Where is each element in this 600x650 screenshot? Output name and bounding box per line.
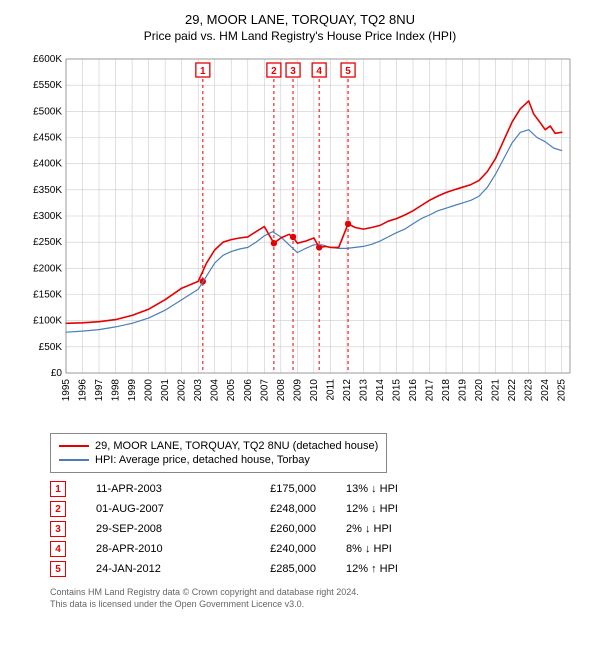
x-tick-label: 1997 [94, 379, 105, 402]
y-tick-label: £200K [33, 263, 62, 274]
sale-row: 5 24-JAN-2012 £285,000 12% ↑ HPI [50, 561, 580, 577]
legend: 29, MOOR LANE, TORQUAY, TQ2 8NU (detache… [50, 433, 387, 473]
sale-date: 29-SEP-2008 [96, 523, 206, 535]
y-tick-label: £250K [33, 237, 62, 248]
footer: Contains HM Land Registry data © Crown c… [50, 587, 580, 610]
sale-row: 2 01-AUG-2007 £248,000 12% ↓ HPI [50, 501, 580, 517]
sale-marker-label: 1 [200, 66, 206, 77]
x-tick-label: 1999 [127, 379, 138, 402]
y-tick-label: £550K [33, 80, 62, 91]
x-tick-label: 2001 [160, 379, 171, 402]
sale-diff: 12% ↓ HPI [346, 503, 436, 515]
x-tick-label: 2005 [226, 379, 237, 402]
sale-price: £240,000 [236, 543, 316, 555]
footer-line-2: This data is licensed under the Open Gov… [50, 599, 580, 611]
x-tick-label: 1995 [61, 379, 72, 402]
x-tick-label: 2022 [507, 379, 518, 402]
sale-marker-icon: 1 [50, 481, 66, 497]
x-tick-label: 2018 [441, 379, 452, 402]
x-tick-label: 2012 [342, 379, 353, 402]
x-tick-label: 1996 [78, 379, 89, 402]
y-tick-label: £300K [33, 211, 62, 222]
page-title: 29, MOOR LANE, TORQUAY, TQ2 8NU [10, 12, 590, 27]
x-tick-label: 2017 [425, 379, 436, 402]
y-tick-label: £50K [39, 342, 63, 353]
chart-svg: £0 £50K £100K £150K £200K £250K £300K £350K £400… [20, 53, 580, 413]
x-tick-label: 2007 [259, 379, 270, 402]
sale-date: 28-APR-2010 [96, 543, 206, 555]
y-tick-label: £150K [33, 290, 62, 301]
x-tick-label: 2011 [325, 379, 336, 401]
y-tick-label: £100K [33, 316, 62, 327]
sale-price: £175,000 [236, 483, 316, 495]
x-tick-label: 2015 [391, 379, 402, 402]
sales-table: 1 11-APR-2003 £175,000 13% ↓ HPI 2 01-AUG-200… [50, 481, 580, 577]
legend-swatch [59, 459, 89, 461]
sale-marker-icon: 2 [50, 501, 66, 517]
x-tick-label: 2020 [474, 379, 485, 402]
x-tick-label: 2000 [144, 379, 155, 402]
sale-price: £285,000 [236, 563, 316, 575]
x-tick-label: 2004 [210, 379, 221, 402]
x-tick-label: 2008 [276, 379, 287, 402]
sale-date: 11-APR-2003 [96, 483, 206, 495]
x-tick-label: 2021 [491, 379, 502, 402]
price-chart: £0 £50K £100K £150K £200K £250K £300K £350K £400… [20, 53, 580, 413]
legend-swatch [59, 445, 89, 447]
y-tick-label: £500K [33, 106, 62, 117]
sale-marker-label: 3 [290, 66, 296, 77]
sale-diff: 8% ↓ HPI [346, 543, 436, 555]
x-tick-label: 2016 [408, 379, 419, 402]
x-tick-label: 2024 [540, 379, 551, 402]
x-tick-label: 1998 [111, 379, 122, 402]
sale-marker-label: 2 [271, 66, 277, 77]
sale-date: 01-AUG-2007 [96, 503, 206, 515]
sale-marker-label: 5 [345, 66, 351, 77]
sale-marker-icon: 5 [50, 561, 66, 577]
sale-row: 3 29-SEP-2008 £260,000 2% ↓ HPI [50, 521, 580, 537]
legend-label: 29, MOOR LANE, TORQUAY, TQ2 8NU (detache… [95, 440, 378, 452]
y-tick-label: £600K [33, 54, 62, 65]
x-tick-label: 2019 [458, 379, 469, 402]
sale-row: 1 11-APR-2003 £175,000 13% ↓ HPI [50, 481, 580, 497]
y-tick-label: £350K [33, 185, 62, 196]
sale-diff: 12% ↑ HPI [346, 563, 436, 575]
legend-label: HPI: Average price, detached house, Torb… [95, 454, 310, 466]
x-tick-label: 2023 [524, 379, 535, 402]
sale-marker-icon: 4 [50, 541, 66, 557]
page-subtitle: Price paid vs. HM Land Registry's House … [10, 29, 590, 43]
y-tick-label: £450K [33, 133, 62, 144]
x-tick-label: 2006 [243, 379, 254, 402]
x-tick-label: 2009 [292, 379, 303, 402]
x-tick-label: 2013 [358, 379, 369, 402]
x-tick-label: 2002 [177, 379, 188, 402]
sale-row: 4 28-APR-2010 £240,000 8% ↓ HPI [50, 541, 580, 557]
sale-price: £260,000 [236, 523, 316, 535]
y-tick-label: £400K [33, 159, 62, 170]
x-tick-label: 2014 [375, 379, 386, 402]
x-tick-label: 2003 [193, 379, 204, 402]
footer-line-1: Contains HM Land Registry data © Crown c… [50, 587, 580, 599]
x-tick-label: 2010 [309, 379, 320, 402]
sale-date: 24-JAN-2012 [96, 563, 206, 575]
legend-item: HPI: Average price, detached house, Torb… [59, 454, 378, 466]
x-tick-label: 2025 [557, 379, 568, 402]
sale-price: £248,000 [236, 503, 316, 515]
legend-item: 29, MOOR LANE, TORQUAY, TQ2 8NU (detache… [59, 440, 378, 452]
sale-diff: 2% ↓ HPI [346, 523, 436, 535]
sale-marker-label: 4 [316, 66, 322, 77]
sale-diff: 13% ↓ HPI [346, 483, 436, 495]
sale-marker-icon: 3 [50, 521, 66, 537]
y-tick-label: £0 [51, 368, 63, 379]
